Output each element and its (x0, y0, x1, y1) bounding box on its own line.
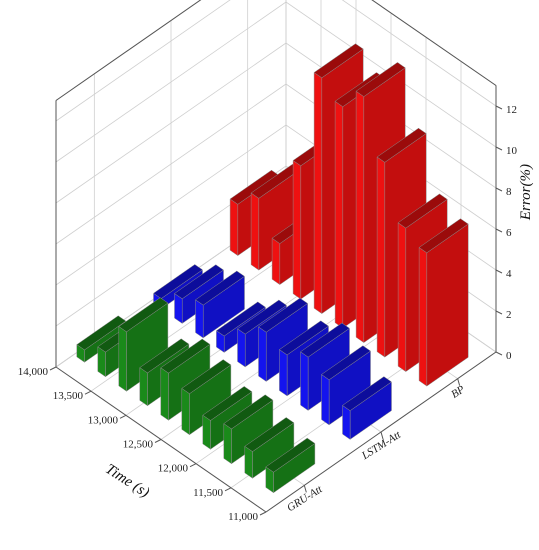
time-tick-label: 11,500 (193, 487, 223, 499)
time-tick-label: 12,000 (158, 463, 189, 475)
error-tick-label: 10 (506, 145, 518, 157)
time-axis-title: Time (s) (102, 461, 152, 501)
chart-bars (76, 43, 469, 494)
bar-lstm-att (321, 345, 371, 426)
time-tick-label: 13,000 (88, 414, 119, 426)
bar-gru-att (244, 417, 295, 479)
grid-line-error (55, 1, 497, 163)
bar-gru-att (160, 338, 211, 421)
bar-lstm-att (342, 376, 392, 440)
error-tick-label: 8 (506, 186, 512, 198)
grid-line-error (55, 0, 497, 122)
error-tick-label: 6 (506, 227, 512, 239)
error-tick-label: 2 (506, 309, 512, 321)
error-tick-label: 4 (506, 268, 512, 280)
bar-gru-att (181, 359, 232, 436)
bar-lstm-att (258, 297, 309, 382)
top-side-edge (371, 0, 497, 86)
bar-lstm-att (195, 270, 245, 339)
series-tick-label: BP (449, 383, 467, 400)
time-tick-label: 14,000 (18, 366, 49, 378)
bar-gru-att (265, 437, 316, 494)
bar-gru-att (223, 394, 274, 465)
bar-bp (418, 218, 469, 387)
time-tick-label: 12,500 (123, 439, 154, 451)
error-tick-label: 12 (506, 104, 517, 116)
time-tick-label: 13,500 (53, 390, 84, 402)
error-axis-title: Error(%) (518, 164, 534, 221)
time-tick-label: 11,000 (228, 511, 258, 523)
error-tick-label: 0 (506, 350, 512, 362)
top-back-edge (55, 0, 202, 101)
